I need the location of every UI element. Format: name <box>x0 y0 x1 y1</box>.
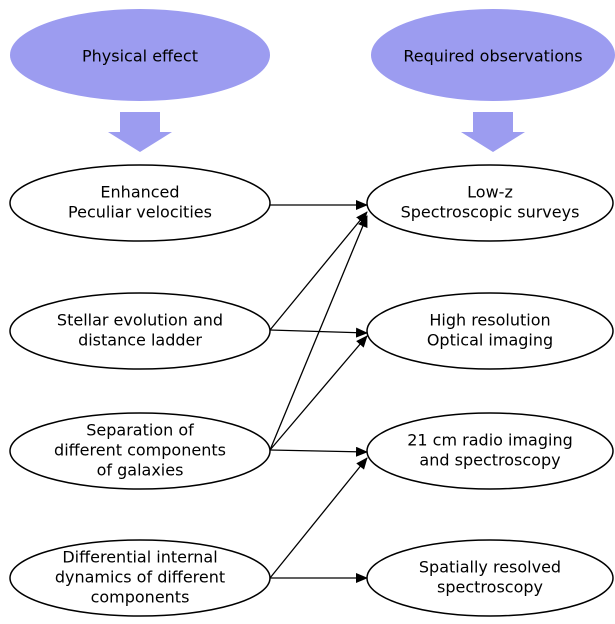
header-ellipse <box>371 9 615 101</box>
observation-ellipse <box>366 292 614 370</box>
edge <box>269 335 368 451</box>
edge <box>269 446 368 457</box>
edges <box>269 200 368 583</box>
observation-label: Optical imaging <box>427 331 553 350</box>
observation-label: Spectroscopic surveys <box>401 203 580 222</box>
effect-label: Separation of <box>86 421 194 440</box>
observation-label: High resolution <box>429 311 550 330</box>
observation-ellipse <box>366 412 614 490</box>
block-arrow <box>108 112 172 152</box>
observation-label: 21 cm radio imaging <box>407 431 573 450</box>
effect-label: different components <box>54 441 226 460</box>
effect-ellipse <box>9 412 271 490</box>
effect-label: distance ladder <box>78 331 202 350</box>
observation-label: Low-z <box>467 183 513 202</box>
header-left: Physical effect <box>82 47 198 66</box>
observation-label: spectroscopy <box>437 578 543 597</box>
effect-label: of galaxies <box>97 461 184 480</box>
edge <box>269 211 368 331</box>
effect-ellipse <box>9 164 271 242</box>
observation-ellipse <box>366 539 614 617</box>
header-right: Required observations <box>403 47 582 66</box>
effect-ellipse <box>9 292 271 370</box>
effect-label: Stellar evolution and <box>57 311 223 330</box>
observation-label: Spatially resolved <box>419 558 561 577</box>
effect-label: Differential internal <box>62 548 217 567</box>
block-arrow <box>461 112 525 152</box>
header-ellipse <box>10 9 270 101</box>
effect-ellipse <box>9 539 271 617</box>
effect-label: Enhanced <box>100 183 179 202</box>
effect-label: dynamics of different <box>55 568 225 587</box>
observation-ellipse <box>366 164 614 242</box>
edge <box>269 457 368 579</box>
effect-label: Peculiar velocities <box>68 203 212 222</box>
observation-label: and spectroscopy <box>419 451 560 470</box>
effect-label: components <box>91 588 190 607</box>
edge <box>269 215 368 451</box>
